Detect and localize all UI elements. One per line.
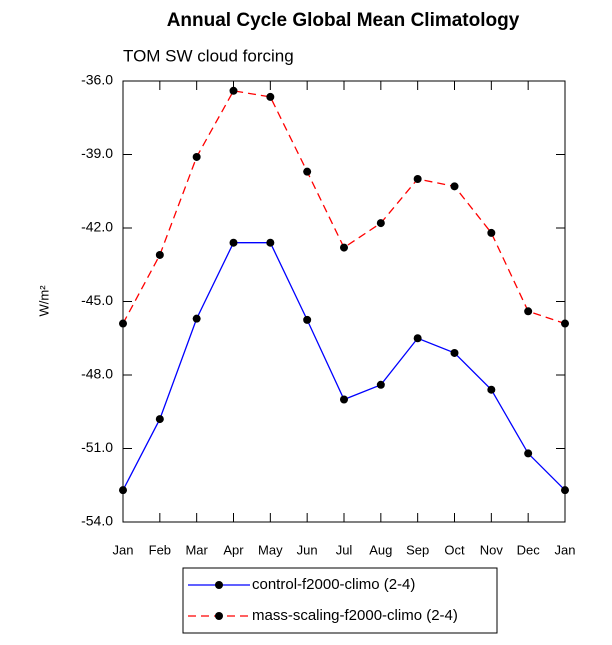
plot-frame xyxy=(122,80,566,523)
legend-box xyxy=(182,567,498,634)
data-point xyxy=(413,334,422,343)
data-point xyxy=(376,219,385,228)
data-point xyxy=(487,228,496,237)
data-point xyxy=(119,486,127,495)
data-point xyxy=(266,92,275,101)
series-line xyxy=(122,242,566,491)
x-tick-label: Jun xyxy=(297,542,318,557)
data-point xyxy=(487,385,496,394)
x-tick-label: Mar xyxy=(185,542,208,557)
x-tick-label: Apr xyxy=(223,542,244,557)
x-tick-label: Jul xyxy=(336,542,353,557)
y-tick-label: -39.0 xyxy=(81,145,113,161)
chart-title: Annual Cycle Global Mean Climatology xyxy=(167,10,520,31)
data-point xyxy=(450,182,459,191)
legend-marker xyxy=(215,581,223,589)
data-point xyxy=(561,319,569,328)
data-point xyxy=(413,175,422,183)
data-point xyxy=(229,238,238,247)
data-point xyxy=(450,348,459,357)
data-point xyxy=(376,380,385,389)
y-tick-label: -48.0 xyxy=(81,366,113,382)
y-tick-label: -51.0 xyxy=(81,439,113,455)
legend-label: control-f2000-climo (2-4) xyxy=(252,576,415,593)
data-point xyxy=(303,167,312,176)
x-tick-label: May xyxy=(258,542,283,557)
y-axis-label: W/m² xyxy=(36,285,51,317)
x-tick-label: Jan xyxy=(555,542,576,557)
x-tick-label: Nov xyxy=(480,542,504,557)
data-point xyxy=(192,152,201,161)
data-point xyxy=(266,238,275,247)
chart-subtitle: TOM SW cloud forcing xyxy=(123,46,294,65)
data-point xyxy=(340,395,348,404)
data-point xyxy=(524,307,533,316)
data-point xyxy=(155,415,164,424)
data-point xyxy=(155,250,164,259)
series-line xyxy=(122,90,566,325)
y-tick-label: -42.0 xyxy=(81,219,113,235)
legend-marker xyxy=(215,612,223,620)
data-point xyxy=(561,486,569,495)
data-point xyxy=(229,86,238,95)
x-tick-label: Oct xyxy=(444,542,465,557)
x-tick-label: Feb xyxy=(149,542,171,557)
x-tick-label: Dec xyxy=(517,542,541,557)
x-tick-label: Aug xyxy=(369,542,392,557)
y-tick-label: -54.0 xyxy=(81,513,113,529)
y-tick-label: -45.0 xyxy=(81,292,113,308)
x-tick-label: Sep xyxy=(406,542,429,557)
y-tick-label: -36.0 xyxy=(81,72,113,88)
data-point xyxy=(119,319,127,328)
data-point xyxy=(303,315,312,324)
data-point xyxy=(340,243,348,252)
data-point xyxy=(192,314,201,323)
legend-label: mass-scaling-f2000-climo (2-4) xyxy=(252,607,458,624)
data-point xyxy=(524,449,533,458)
x-tick-label: Jan xyxy=(113,542,134,557)
